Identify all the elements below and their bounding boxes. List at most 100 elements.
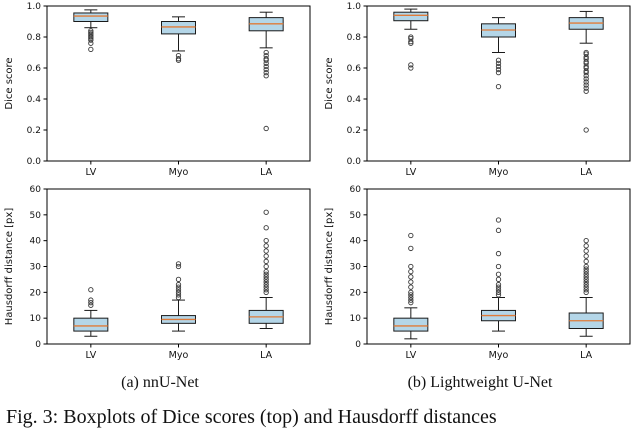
x-tick-label: Myo <box>489 167 509 178</box>
y-tick-label: 0.0 <box>347 157 362 167</box>
y-tick-label: 10 <box>30 314 42 324</box>
iqr-box <box>73 317 109 332</box>
y-tick-label: 40 <box>30 237 42 247</box>
boxplot-grid: 0.0 0.2 0.4 0.6 0.8 1.0 Dice score LV Myo LA 0.0 0… <box>0 2 640 366</box>
outlier-point <box>583 258 589 264</box>
x-tick-label: LA <box>580 167 593 178</box>
outlier-point <box>495 292 502 298</box>
y-tick-label: 0.4 <box>27 95 42 105</box>
outlier-point <box>408 297 414 303</box>
outlier-point <box>263 70 269 76</box>
outlier-point <box>408 289 414 295</box>
outlier-point <box>495 70 502 76</box>
boxplot-hd-lightweight: 0 10 20 30 40 50 60 Hausdorff distance [px] LV My… <box>324 185 631 361</box>
outlier-point <box>495 289 502 295</box>
outlier-point <box>175 289 182 295</box>
outlier-point <box>175 261 182 267</box>
outlier-point <box>583 238 589 244</box>
y-tick-label: 50 <box>30 211 42 221</box>
outlier-point <box>495 263 502 270</box>
outlier-point <box>583 76 589 82</box>
outlier-point <box>175 292 182 298</box>
outlier-point <box>408 62 414 68</box>
outlier-point <box>583 253 589 259</box>
outlier-point <box>408 300 414 306</box>
outlier-point <box>495 227 502 233</box>
outlier-point <box>88 300 94 306</box>
x-tick-label: LV <box>405 167 416 178</box>
outlier-point <box>583 88 589 94</box>
outlier-point <box>583 127 589 133</box>
box-dice-nnunet-LV <box>73 9 109 53</box>
outlier-point <box>263 258 269 264</box>
outlier-point <box>583 248 589 254</box>
box-dice-lightweight-Myo <box>481 17 516 90</box>
y-tick-label: 0.2 <box>27 126 41 136</box>
subcaption-row: (a) nnU-Net (b) Lightweight U-Net <box>0 374 640 392</box>
outlier-point <box>88 37 94 43</box>
outlier-point <box>88 297 94 303</box>
y-axis-label: Hausdorff distance [px] <box>324 208 335 326</box>
outlier-point <box>263 63 269 70</box>
outlier-point <box>175 294 182 301</box>
outlier-point <box>263 287 269 293</box>
outlier-point <box>263 243 269 249</box>
box-hd-lightweight-LV <box>393 232 429 340</box>
x-tick-label: LV <box>85 350 96 361</box>
outlier-point <box>263 238 269 244</box>
outlier-point <box>583 271 589 277</box>
outlier-point <box>263 271 269 277</box>
y-tick-label: 0.6 <box>347 64 362 74</box>
y-axis-label: Dice score <box>4 57 15 109</box>
box-dice-lightweight-LV <box>393 8 429 71</box>
outlier-point <box>408 65 414 71</box>
outlier-point <box>583 276 589 283</box>
figure-caption: Fig. 3: Boxplots of Dice scores (top) an… <box>6 406 497 428</box>
outlier-point <box>408 245 414 252</box>
outlier-point <box>88 46 94 53</box>
y-tick-label: 40 <box>350 237 362 247</box>
outlier-point <box>175 263 182 270</box>
y-tick-label: 1.0 <box>347 2 362 12</box>
outlier-point <box>583 73 589 79</box>
outlier-point <box>263 269 269 275</box>
x-tick-label: LV <box>85 167 96 178</box>
outlier-point <box>495 57 502 63</box>
outlier-point <box>408 292 414 298</box>
subplot-hausdorff-nnunet: 0 10 20 30 40 50 60 Hausdorff distance [px] LV My… <box>0 183 320 366</box>
outlier-point <box>263 253 269 259</box>
outlier-point <box>175 57 182 63</box>
iqr-box <box>393 317 429 332</box>
outlier-point <box>583 279 589 285</box>
y-tick-label: 1.0 <box>27 2 42 12</box>
y-tick-label: 0.8 <box>347 33 362 43</box>
outlier-point <box>495 281 502 288</box>
outlier-point <box>408 232 414 239</box>
y-tick-label: 0.4 <box>347 95 362 105</box>
iqr-box <box>73 12 109 22</box>
caption-b: (b) Lightweight U-Net <box>407 374 553 391</box>
y-tick-label: 0 <box>35 340 41 350</box>
outlier-point <box>175 281 182 288</box>
outlier-point <box>263 57 269 63</box>
outlier-point <box>583 284 589 290</box>
boxplot-dice-lightweight: 0.0 0.2 0.4 0.6 0.8 1.0 Dice score LV Myo LA <box>324 2 631 178</box>
y-tick-label: 60 <box>30 185 42 195</box>
y-tick-label: 0.6 <box>27 64 42 74</box>
x-tick-label: LA <box>260 167 273 178</box>
outlier-point <box>495 63 502 70</box>
outlier-point <box>408 279 414 285</box>
box-hd-lightweight-LA <box>568 238 604 337</box>
box-dice-nnunet-LA <box>248 11 284 132</box>
outlier-point <box>263 225 269 231</box>
y-tick-label: 20 <box>30 288 42 298</box>
outlier-point <box>495 271 502 277</box>
subplot-hausdorff-lightweight: 0 10 20 30 40 50 60 Hausdorff distance [px] LV My… <box>320 183 640 366</box>
outlier-point <box>495 250 502 257</box>
box-hd-nnunet-Myo <box>161 261 196 332</box>
outlier-point <box>583 82 589 88</box>
y-tick-label: 60 <box>350 185 362 195</box>
outlier-point <box>263 263 269 270</box>
y-tick-label: 0.0 <box>27 157 42 167</box>
